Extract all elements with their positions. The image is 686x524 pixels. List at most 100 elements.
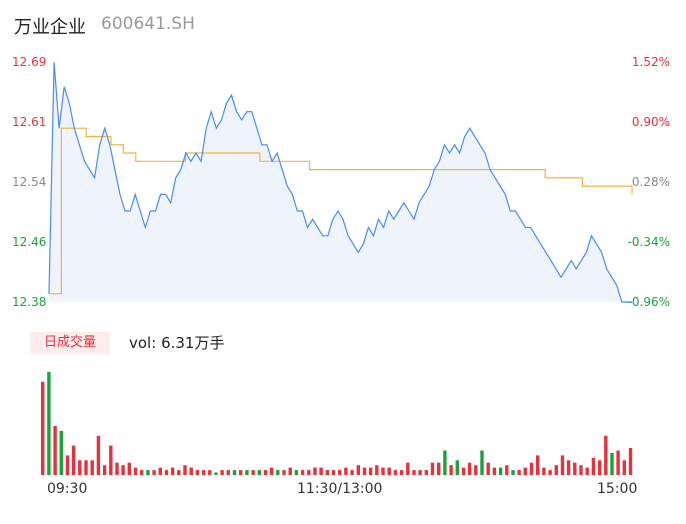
volume-bar — [480, 450, 484, 475]
volume-bar — [387, 467, 391, 475]
volume-bar — [152, 470, 156, 475]
daily-volume-badge[interactable]: 日成交量 — [30, 332, 110, 354]
volume-bar — [566, 460, 571, 475]
volume-bar — [226, 470, 230, 475]
price-area-fill — [49, 62, 632, 302]
y-tick-left-2: 12.61 — [12, 115, 47, 129]
volume-bar — [115, 462, 119, 475]
volume-bar — [109, 445, 113, 475]
volume-bar — [486, 462, 490, 475]
volume-bar — [282, 470, 286, 475]
volume-bar — [437, 462, 441, 475]
volume-bar — [239, 470, 243, 475]
volume-bar — [90, 460, 94, 475]
volume-bar — [356, 465, 360, 475]
volume-bar — [412, 470, 416, 475]
volume-bar — [505, 465, 509, 475]
volume-bar — [158, 467, 162, 475]
volume-bar — [548, 470, 552, 475]
volume-readout: vol: 6.31万手 — [129, 332, 224, 353]
volume-bar — [418, 470, 422, 475]
y-tick-right-1: 1.52% — [631, 55, 670, 69]
volume-bar — [53, 426, 57, 475]
volume-bar — [170, 467, 175, 475]
y-tick-left-1: 12.69 — [12, 55, 47, 69]
average-price-line — [49, 127, 633, 295]
volume-bar — [498, 467, 503, 475]
volume-bar — [616, 450, 620, 475]
volume-value: 6.31万手 — [161, 334, 225, 352]
volume-bar — [189, 467, 193, 475]
volume-bar — [604, 435, 608, 475]
volume-bar — [542, 467, 546, 475]
volume-bar — [393, 470, 398, 475]
volume-bar — [461, 467, 466, 475]
y-tick-right-4: -0.34% — [627, 235, 670, 249]
y-tick-left-4: 12.46 — [12, 235, 47, 249]
volume-bar — [257, 470, 261, 475]
volume-bar — [71, 445, 76, 475]
volume-bar — [628, 448, 633, 475]
x-tick-close: 15:00 — [597, 481, 638, 497]
volume-bar — [449, 465, 453, 475]
volume-bar — [622, 460, 626, 475]
volume-bar — [84, 460, 88, 475]
volume-bar — [331, 470, 336, 475]
volume-bar — [591, 457, 596, 475]
volume-bar — [78, 460, 82, 475]
volume-bar — [65, 455, 70, 475]
volume-bar — [47, 372, 51, 475]
volume-bar — [146, 470, 150, 475]
stock-name: 万业企业 — [14, 17, 86, 38]
x-tick-open: 09:30 — [47, 481, 88, 497]
volume-bar — [195, 470, 200, 475]
volume-bar — [251, 470, 255, 475]
volume-bar — [307, 470, 311, 475]
volume-bar — [474, 465, 478, 475]
volume-bar — [362, 467, 367, 475]
volume-bar — [597, 460, 602, 475]
volume-bar — [424, 470, 428, 475]
volume-bar — [338, 470, 342, 475]
x-tick-noon: 11:30/13:00 — [297, 481, 383, 497]
volume-bar — [313, 467, 317, 475]
volume-bar — [59, 430, 63, 475]
volume-bar — [140, 470, 144, 475]
volume-bar — [294, 470, 299, 475]
volume-bar — [536, 455, 540, 475]
volume-bar — [276, 470, 280, 475]
volume-bar — [517, 470, 521, 475]
volume-bar — [177, 470, 181, 475]
volume-bar — [133, 467, 138, 475]
volume-label: vol: — [129, 334, 157, 352]
volume-bar — [511, 470, 515, 475]
volume-bar — [214, 472, 218, 475]
volume-bar — [96, 435, 101, 475]
volume-bar — [319, 467, 323, 475]
volume-bar — [263, 470, 268, 475]
volume-bar — [406, 462, 410, 475]
volume-bar — [579, 465, 583, 475]
volume-bar — [492, 467, 497, 475]
volume-bar — [368, 467, 373, 475]
volume-bar — [399, 470, 404, 475]
volume-bar — [121, 465, 125, 475]
volume-bar — [41, 381, 45, 475]
volume-bar — [232, 470, 237, 475]
price-line — [48, 61, 632, 303]
y-tick-right-2: 0.90% — [631, 115, 670, 129]
y-tick-left-5: 12.38 — [12, 295, 47, 309]
y-tick-right-3: 0.28% — [631, 175, 670, 189]
volume-bar — [183, 465, 187, 475]
volume-bar — [529, 462, 534, 475]
volume-bar — [523, 467, 527, 475]
y-tick-left-3: 12.54 — [12, 175, 47, 189]
volume-bar — [375, 465, 379, 475]
volume-bar — [220, 470, 224, 475]
volume-bar — [269, 467, 274, 475]
volume-bar — [443, 450, 447, 475]
volume-bar — [344, 467, 348, 475]
volume-bar — [245, 470, 249, 475]
volume-bar — [430, 462, 435, 475]
volume-bar — [585, 467, 589, 475]
